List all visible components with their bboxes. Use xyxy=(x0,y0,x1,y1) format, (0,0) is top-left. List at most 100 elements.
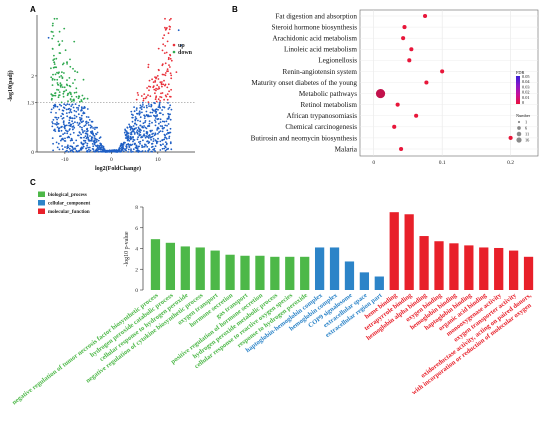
kegg-fdr-tick-label: 0.05 xyxy=(522,74,530,79)
volcano-point xyxy=(64,137,66,140)
go-legend: biological_process cellular_componentmole… xyxy=(38,191,91,215)
volcano-point xyxy=(142,99,145,102)
go-bar xyxy=(523,256,534,290)
volcano-point xyxy=(127,143,130,146)
volcano-point xyxy=(164,45,167,47)
volcano-point xyxy=(153,88,156,91)
volcano-point xyxy=(175,71,178,73)
volcano-point xyxy=(108,149,111,152)
volcano-point xyxy=(80,137,83,139)
volcano-point xyxy=(126,136,128,139)
volcano-point xyxy=(139,104,142,107)
volcano-point xyxy=(67,100,69,103)
go-bar xyxy=(404,214,414,290)
volcano-point xyxy=(135,117,138,120)
volcano-point xyxy=(75,95,78,98)
volcano-point xyxy=(138,112,141,114)
volcano-point xyxy=(167,58,170,61)
volcano-point xyxy=(154,110,157,113)
volcano-point xyxy=(158,69,160,72)
volcano-point xyxy=(167,56,170,59)
volcano-point xyxy=(65,89,68,92)
volcano-point xyxy=(145,104,148,107)
volcano-point xyxy=(123,131,126,134)
volcano-y-tick-label: 2 xyxy=(31,74,34,80)
volcano-point xyxy=(52,22,54,25)
volcano-point xyxy=(68,84,71,87)
go-bar xyxy=(359,272,370,290)
volcano-point xyxy=(63,107,66,109)
kegg-number-legend-marker xyxy=(516,137,522,143)
volcano-point xyxy=(66,79,68,82)
volcano-point xyxy=(69,124,72,127)
volcano-point xyxy=(75,91,78,94)
volcano-point xyxy=(84,135,87,138)
volcano-point xyxy=(97,148,100,151)
volcano-point xyxy=(72,67,74,70)
volcano-point xyxy=(159,81,162,84)
volcano-point xyxy=(125,134,127,137)
volcano-point xyxy=(65,108,68,111)
volcano-point xyxy=(169,118,172,121)
volcano-point xyxy=(81,109,83,112)
volcano-point xyxy=(87,138,90,141)
volcano-point xyxy=(69,92,72,94)
volcano-point xyxy=(64,127,66,130)
volcano-point xyxy=(61,40,64,42)
volcano-point xyxy=(168,116,170,119)
volcano-point xyxy=(164,124,167,127)
volcano-point xyxy=(58,127,61,130)
volcano-point xyxy=(169,131,172,134)
volcano-point xyxy=(157,127,160,130)
volcano-point xyxy=(167,32,170,35)
volcano-point xyxy=(142,146,144,148)
volcano-point xyxy=(164,74,167,77)
volcano-point xyxy=(162,106,164,108)
volcano-point xyxy=(164,145,166,148)
volcano-point xyxy=(180,44,183,47)
volcano-point xyxy=(130,113,133,116)
volcano-point xyxy=(50,30,53,33)
volcano-point xyxy=(52,104,55,107)
volcano-point xyxy=(163,73,165,76)
volcano-point xyxy=(170,108,173,111)
volcano-point xyxy=(143,125,146,127)
volcano-point xyxy=(148,122,151,125)
volcano-point xyxy=(168,28,171,31)
volcano-point xyxy=(155,77,157,80)
volcano-point xyxy=(69,128,71,130)
volcano-point xyxy=(151,78,154,81)
volcano-point xyxy=(84,124,87,126)
volcano-point xyxy=(166,86,169,89)
volcano-point xyxy=(150,103,153,106)
volcano-point xyxy=(68,111,71,114)
volcano-point xyxy=(82,78,85,81)
volcano-point xyxy=(136,112,139,115)
volcano-point xyxy=(164,62,167,65)
volcano-point xyxy=(141,144,143,147)
volcano-point xyxy=(88,146,91,149)
kegg-bubble xyxy=(407,58,412,63)
volcano-point xyxy=(70,93,72,96)
volcano-point xyxy=(164,149,167,152)
volcano-point xyxy=(139,116,142,119)
volcano-point xyxy=(144,120,147,122)
volcano-point xyxy=(51,121,54,123)
volcano-point xyxy=(66,147,69,150)
kegg-bubble xyxy=(424,80,429,85)
volcano-point xyxy=(79,147,82,150)
volcano-point xyxy=(136,131,139,134)
volcano-point xyxy=(124,141,126,144)
kegg-term-label: Renin-angiotensin system xyxy=(283,68,358,76)
volcano-point xyxy=(154,139,157,142)
volcano-point xyxy=(99,142,102,145)
volcano-point xyxy=(69,117,72,120)
volcano-point xyxy=(78,149,81,152)
volcano-point xyxy=(160,83,163,86)
volcano-point xyxy=(67,108,70,111)
volcano-point xyxy=(96,131,99,134)
volcano-point xyxy=(161,85,163,88)
volcano-point xyxy=(118,149,121,151)
volcano-point xyxy=(121,143,124,146)
volcano-point xyxy=(124,129,127,132)
